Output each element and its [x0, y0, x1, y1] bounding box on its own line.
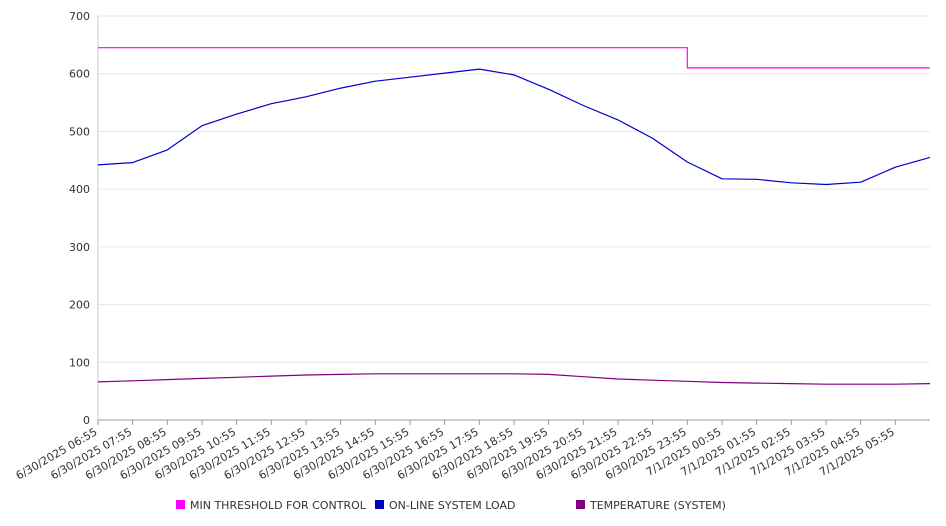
legend-label: MIN THRESHOLD FOR CONTROL: [190, 499, 367, 512]
legend-label: TEMPERATURE (SYSTEM): [589, 499, 726, 512]
legend-label: ON-LINE SYSTEM LOAD: [389, 499, 515, 512]
series-lines: [97, 47, 931, 385]
y-tick-label: 100: [69, 356, 90, 369]
y-tick-label: 600: [69, 68, 90, 81]
series-line-2: [97, 68, 931, 186]
legend-swatch: [576, 500, 585, 509]
legend: MIN THRESHOLD FOR CONTROL ON-LINE SYSTEM …: [176, 499, 726, 512]
legend-swatch: [375, 500, 384, 509]
y-tick-label: 400: [69, 183, 90, 196]
axes: [97, 16, 930, 421]
y-tick-label: 0: [83, 414, 90, 427]
y-tick-label: 500: [69, 125, 90, 138]
y-tick-label: 200: [69, 299, 90, 312]
y-axis-ticks: 0 100 200 300 400 500 600 700: [69, 10, 90, 427]
x-axis-ticks: 6/30/2025 06:556/30/2025 07:556/30/2025 …: [14, 420, 897, 482]
y-tick-label: 700: [69, 10, 90, 23]
grid-lines: [98, 15, 930, 363]
series-line-1: [98, 47, 930, 69]
legend-swatch: [176, 500, 185, 509]
y-tick-label: 300: [69, 241, 90, 254]
series-line-3: [97, 373, 931, 385]
